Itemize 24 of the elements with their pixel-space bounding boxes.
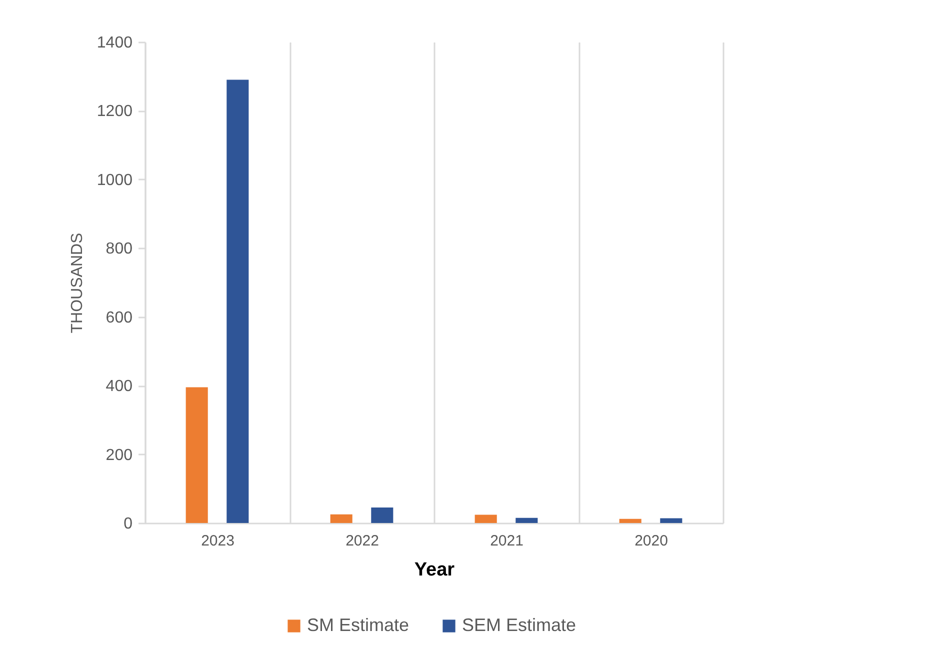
x-tick-label: 2022: [346, 532, 379, 550]
legend-label: SM Estimate: [307, 615, 410, 635]
y-tick-label: 800: [106, 240, 133, 258]
x-tick-label: 2023: [201, 532, 234, 550]
bar: [516, 518, 538, 523]
y-tick-label: 1200: [96, 103, 133, 120]
y-tick-label: 0: [124, 516, 133, 532]
legend-label: SEM Estimate: [462, 615, 576, 635]
x-tick-label: 2020: [634, 532, 668, 550]
bar: [371, 508, 394, 523]
bar: [619, 518, 642, 523]
y-tick-label: 1400: [96, 34, 133, 52]
bar: [186, 387, 208, 523]
y-axis-title: THOUSANDS: [68, 232, 86, 334]
bar: [226, 80, 249, 523]
bar: [660, 518, 682, 523]
x-axis-title: Year: [414, 560, 456, 580]
y-tick-label: 1000: [96, 172, 133, 189]
bar: [330, 514, 352, 523]
y-tick-label: 200: [106, 446, 133, 464]
y-tick-label: 600: [106, 309, 133, 326]
x-tick-label: 2021: [490, 532, 524, 550]
bar: [474, 514, 497, 523]
y-tick-label: 400: [106, 378, 133, 396]
